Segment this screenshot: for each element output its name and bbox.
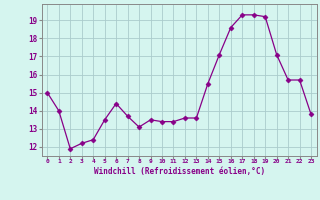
- X-axis label: Windchill (Refroidissement éolien,°C): Windchill (Refroidissement éolien,°C): [94, 167, 265, 176]
